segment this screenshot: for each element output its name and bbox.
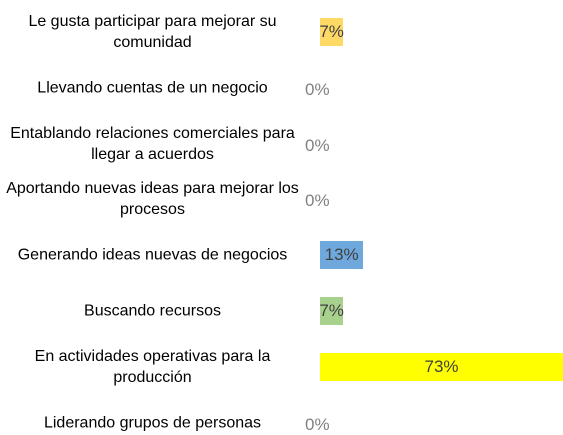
value-label: 0% [305, 414, 330, 434]
value-label: 13% [324, 245, 359, 265]
bar [320, 241, 364, 270]
category-label: En actividades operativas para la produc… [34, 347, 271, 386]
category-label: Generando ideas nuevas de negocios [17, 246, 288, 264]
category-label: Entablando relaciones comerciales para l… [10, 124, 295, 163]
category-label: Aportando nuevas ideas para mejorar los … [6, 180, 299, 219]
value-label: 73% [424, 356, 459, 376]
bar [320, 18, 344, 46]
value-label: 0% [305, 135, 330, 155]
value-label: 7% [319, 301, 344, 320]
bar [320, 297, 344, 325]
value-label: 0% [305, 191, 330, 211]
category-label: Liderando grupos de personas [43, 414, 262, 432]
bar [320, 352, 563, 381]
value-label: 0% [305, 79, 330, 99]
value-label: 7% [319, 22, 344, 41]
category-label: Buscando recursos [84, 302, 221, 320]
category-label: Llevando cuentas de un negocio [37, 79, 268, 97]
category-label: Le gusta participar para mejorar su comu… [28, 13, 277, 51]
